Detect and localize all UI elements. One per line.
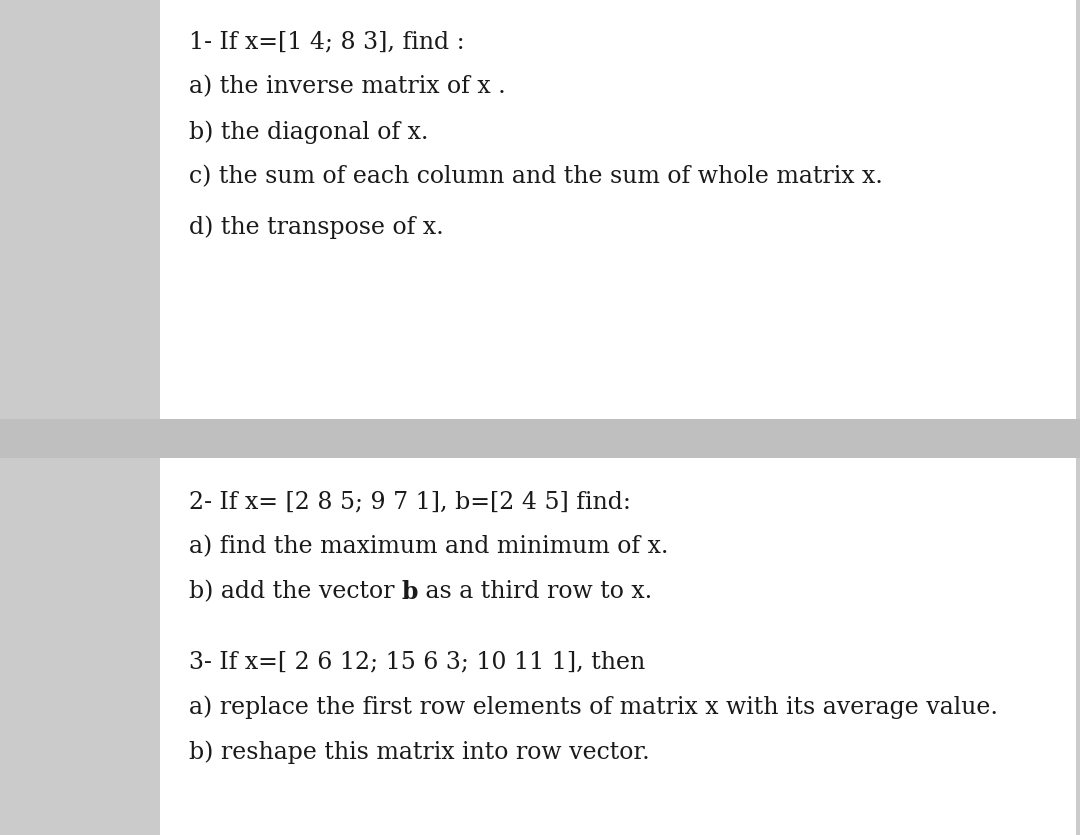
Text: b: b: [402, 580, 419, 604]
Text: c) the sum of each column and the sum of whole matrix x.: c) the sum of each column and the sum of…: [189, 165, 882, 188]
Text: 1- If x=[1 4; 8 3], find :: 1- If x=[1 4; 8 3], find :: [189, 30, 464, 53]
Text: 3- If x=[ 2 6 12; 15 6 3; 10 11 1], then: 3- If x=[ 2 6 12; 15 6 3; 10 11 1], then: [189, 650, 645, 673]
Text: b) the diagonal of x.: b) the diagonal of x.: [189, 120, 429, 144]
Bar: [160, 458, 1076, 835]
Text: a) replace the first row elements of matrix x with its average value.: a) replace the first row elements of mat…: [189, 695, 998, 719]
Text: 2- If x= [2 8 5; 9 7 1], b=[2 4 5] find:: 2- If x= [2 8 5; 9 7 1], b=[2 4 5] find:: [189, 490, 631, 513]
Text: as a third row to x.: as a third row to x.: [419, 580, 652, 603]
Bar: [0, 419, 1080, 458]
Text: b) reshape this matrix into row vector.: b) reshape this matrix into row vector.: [189, 740, 650, 763]
Text: a) find the maximum and minimum of x.: a) find the maximum and minimum of x.: [189, 535, 669, 558]
Text: d) the transpose of x.: d) the transpose of x.: [189, 215, 444, 239]
Text: b) add the vector: b) add the vector: [189, 580, 402, 603]
Text: a) the inverse matrix of x .: a) the inverse matrix of x .: [189, 75, 505, 98]
Bar: [160, 0, 1076, 419]
